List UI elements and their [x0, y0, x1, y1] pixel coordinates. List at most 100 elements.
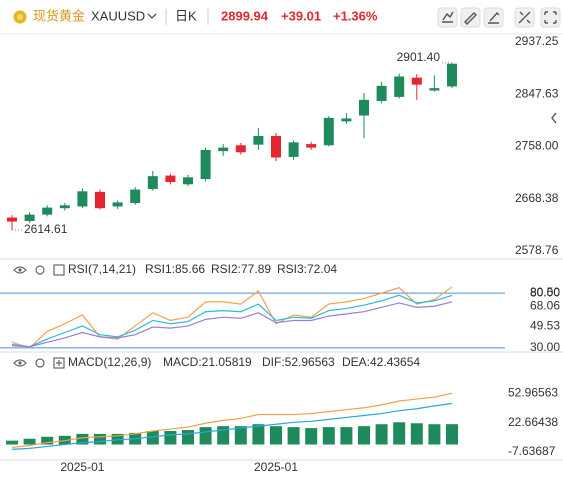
tool-button[interactable]: [437, 7, 458, 28]
candle-body: [130, 189, 141, 203]
asset-name: 现货黄金: [33, 8, 85, 23]
macd-bar: [446, 424, 458, 445]
candle-body: [95, 191, 105, 209]
legend-entry: DIF:52.96563: [262, 355, 335, 369]
macd-bar: [287, 427, 300, 445]
candle-body: [429, 88, 440, 91]
legend-entry: DEA:42.43654: [342, 355, 420, 369]
macd-bar: [41, 436, 54, 445]
toggle-icon[interactable]: [53, 264, 65, 276]
candle-body: [112, 202, 123, 207]
x-tick-label: 2025-01: [60, 460, 104, 474]
y-tick-label: 2668.38: [515, 191, 559, 205]
change-pct: +1.36%: [333, 8, 378, 23]
candle-body: [183, 177, 193, 185]
price: 2899.94: [221, 8, 269, 23]
candle-body: [59, 205, 70, 209]
macd-line: [11, 402, 453, 450]
macd-bar: [340, 427, 353, 445]
rsi-line: [11, 286, 453, 349]
macd-bar: [217, 426, 230, 445]
settings-icon[interactable]: [35, 265, 45, 275]
change: +39.01: [281, 8, 321, 23]
eye-icon: [18, 361, 22, 365]
settings-icon[interactable]: [35, 358, 45, 368]
y-tick-label: 80.50: [530, 285, 560, 299]
tool-icon: [488, 11, 500, 24]
gold-icon-inner: [17, 14, 23, 20]
macd-bar: [199, 427, 212, 445]
macd-bar: [252, 424, 265, 445]
eye-icon: [18, 268, 22, 272]
macd-bar: [270, 426, 282, 445]
y-tick-label: 49.53: [530, 319, 560, 333]
indicator-title: MACD(12,26,9): [68, 355, 151, 369]
y-tick-label: 30.00: [530, 340, 560, 354]
macd-bar: [146, 430, 159, 445]
macd-bar: [305, 428, 318, 445]
y-tick-label: 68.06: [530, 298, 560, 312]
tool-icon: [464, 12, 477, 25]
y-tick-label: 2937.25: [515, 34, 559, 48]
x-tick-label: 2025-01: [254, 460, 298, 474]
macd-bar: [358, 426, 370, 445]
tool-icon: [442, 11, 454, 23]
y-tick-label: -7.63687: [508, 444, 556, 458]
macd-bar: [410, 423, 423, 445]
candle-body: [235, 145, 246, 153]
candle-body: [218, 147, 229, 152]
legend-entry: MACD:21.05819: [163, 355, 252, 369]
y-tick-label: 2847.63: [515, 86, 559, 100]
macd-bar: [393, 422, 406, 445]
rsi-line: [11, 294, 453, 348]
candle-body: [42, 207, 53, 215]
macd-bar: [23, 438, 36, 445]
macd-bar: [164, 430, 177, 445]
macd-bar: [182, 430, 194, 445]
candle-body: [376, 85, 387, 101]
macd-bar: [234, 426, 247, 445]
eye-icon[interactable]: [13, 266, 27, 274]
y-tick-label: 2758.00: [515, 139, 559, 153]
candle-body: [165, 175, 176, 182]
candle-body: [288, 142, 299, 157]
candle-body: [7, 217, 17, 222]
period[interactable]: 日K: [175, 8, 197, 23]
legend-entry: RSI3:72.04: [277, 262, 337, 276]
y-tick-label: 22.66438: [508, 415, 558, 429]
indicator-title: RSI(7,14,21): [68, 262, 136, 276]
annotation: 2614.61: [24, 222, 68, 236]
candle-body: [394, 76, 405, 97]
y-tick-label: 2578.76: [515, 243, 559, 257]
macd-line: [11, 392, 453, 449]
candle-body: [271, 135, 281, 158]
macd-bar: [94, 433, 106, 445]
tool-icon: [518, 11, 531, 24]
tool-button[interactable]: [540, 7, 561, 28]
rsi-line: [11, 301, 453, 348]
candle-body: [359, 99, 369, 116]
eye-icon[interactable]: [13, 359, 27, 367]
y-tick-label: 80.00: [530, 285, 560, 299]
tool-icon: [544, 11, 557, 24]
candle-body: [147, 176, 158, 189]
toggle-icon[interactable]: [53, 357, 65, 369]
tool-button[interactable]: [460, 7, 481, 28]
legend-entry: RSI1:85.66: [145, 262, 205, 276]
y-tick-label: 52.96563: [508, 385, 558, 399]
annotation: 2901.40: [397, 50, 441, 64]
dropdown-arrow[interactable]: [147, 13, 157, 19]
candle-body: [447, 63, 457, 87]
collapse-arrow[interactable]: [551, 112, 557, 124]
candle-body: [341, 118, 352, 122]
symbol[interactable]: XAUUSD: [91, 8, 145, 23]
macd-bar: [6, 440, 18, 445]
candle-body: [323, 117, 334, 146]
macd-bar: [322, 427, 335, 445]
candle-body: [77, 191, 88, 207]
candle-body: [24, 214, 35, 222]
candle-body: [411, 77, 422, 85]
candle-body: [253, 135, 264, 145]
